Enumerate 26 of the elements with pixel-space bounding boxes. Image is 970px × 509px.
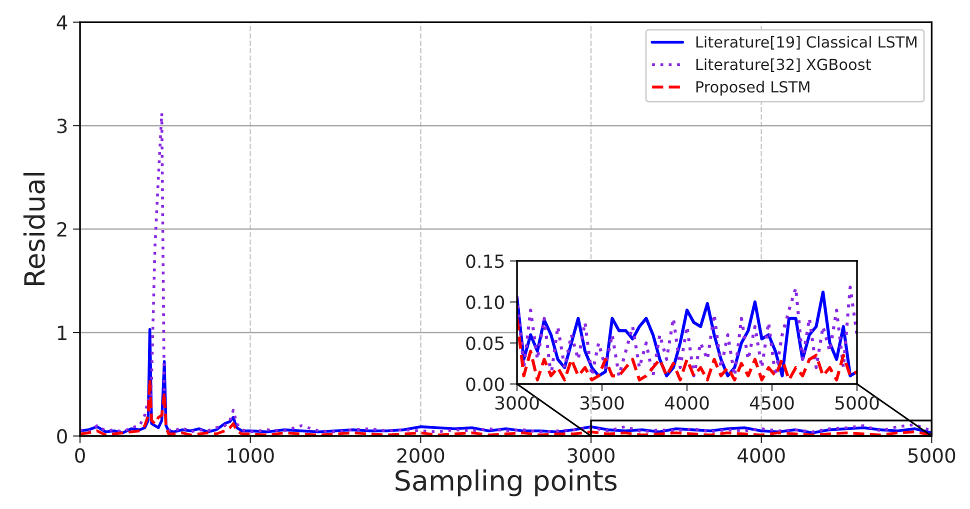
y-tick-label: 0 (57, 428, 67, 444)
x-tick-label: 4000 (738, 448, 785, 463)
x-tick-label: 2000 (397, 448, 444, 463)
y-tick-label: 0.15 (466, 254, 504, 268)
y-tick-label: 2 (57, 222, 66, 236)
y-tick-label: 4 (56, 15, 68, 30)
y-tick-label: 3 (57, 118, 67, 134)
x-tick-label: 3000 (568, 448, 614, 463)
x-tick-label: 4000 (664, 396, 709, 410)
x-tick-label: 4500 (750, 396, 794, 410)
y-tick-label: 1 (58, 326, 66, 340)
y-axis-title: Residual (23, 173, 45, 286)
legend-label: Literature[32] XGBoost (696, 58, 871, 72)
x-tick-label: 5000 (908, 448, 956, 463)
legend-label: Proposed LSTM (696, 80, 810, 96)
x-tick-label: 3000 (495, 396, 539, 410)
x-tick-label: 3500 (580, 396, 624, 410)
x-axis-title: Sampling points (396, 469, 617, 496)
y-tick-label: 0.05 (466, 336, 504, 350)
y-tick-label: 0.10 (466, 295, 504, 310)
x-tick-label: 5000 (835, 396, 879, 410)
x-tick-label: 1000 (228, 448, 274, 463)
line-series (517, 316, 857, 382)
legend-label: Literature[19] Classical LSTM (696, 36, 916, 50)
y-tick-label: 0.00 (466, 377, 504, 392)
x-tick-label: 0 (75, 448, 85, 463)
